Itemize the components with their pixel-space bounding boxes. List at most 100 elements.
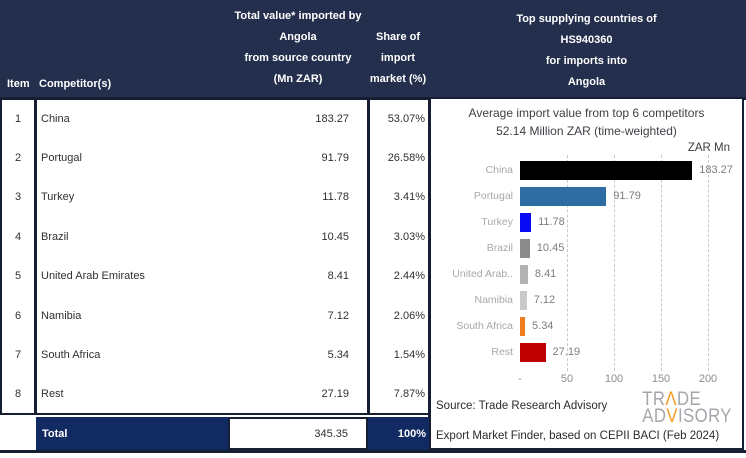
header-band: Item Competitor(s) Total value* imported… [0,0,746,97]
item-number: 5 [14,270,22,283]
bar-row: Portugal 91.79 [431,183,742,209]
divider [367,97,370,415]
bar-value-label: 27.19 [552,346,581,358]
source-line-2: Export Market Finder, based on CEPII BAC… [436,430,720,442]
bar-category-label: Namibia [474,294,513,306]
market-share: 3.03% [393,230,425,243]
market-share: 7.87% [393,388,425,401]
logo-v-icon: V [666,406,679,427]
chart-subtitle: 52.14 Million ZAR (time-weighted) [496,124,677,138]
bar-area: 91.79 [520,183,742,209]
bar-category-label: China [485,164,513,176]
competitor-name: China [41,112,70,125]
competitor-name: Rest [41,388,64,401]
market-share: 2.06% [393,309,425,322]
logo-caret-icon: Λ [665,389,678,410]
bar-area: 11.78 [520,209,742,235]
import-value: 5.34 [327,349,349,362]
import-value: 10.45 [321,230,349,243]
bar-category-label: Turkey [481,216,513,228]
col-header-competitors: Competitor(s) [39,78,112,90]
total-row-share: 100% [368,417,430,450]
bar-area: 27.19 [520,339,742,365]
bar-row: Brazil 10.45 [431,235,742,261]
bar-area: 5.34 [520,313,742,339]
chart-panel: Average import value from top 6 competit… [429,97,744,450]
bar-south-africa [520,316,526,336]
bar-area: 183.27 [520,157,742,183]
bar-row: Namibia 7.12 [431,287,742,313]
market-share: 2.44% [393,270,425,283]
divider [33,97,37,415]
table-row: 3 Turkey 11.78 3.41% [0,178,429,217]
x-tick-label: - [518,373,522,385]
import-value: 11.78 [322,191,349,204]
bar-row: United Arab.. 8.41 [431,261,742,287]
x-tick-label: 150 [651,373,671,385]
bar-united-arab [520,264,528,284]
col-header-share: Share of import market (%) [369,31,427,85]
bar-value-label: 7.12 [533,294,556,306]
trade-advisory-logo: TRΛDE ADVISORY [642,389,732,427]
bar-turkey [520,212,532,232]
bar-china [520,160,693,180]
item-number: 7 [14,349,22,362]
divider [0,412,430,415]
bar-value-label: 8.41 [534,268,557,280]
logo-line-1: TRΛDE [642,389,702,410]
bar-category-label: Brazil [486,242,513,254]
bar-category-label: Rest [491,346,513,358]
competitor-name: South Africa [41,349,101,362]
bar-brazil [520,238,530,258]
market-share: 26.58% [387,152,425,165]
bar-area: 10.45 [520,235,742,261]
bar-category-label: Portugal [473,190,513,202]
item-number: 2 [14,152,22,165]
bar-value-label: 5.34 [532,320,554,332]
bar-value-label: 91.79 [613,190,641,202]
table-row: 4 Brazil 10.45 3.03% [0,217,429,256]
table-row: 1 China 183.27 53.07% [0,99,429,138]
source-line-1: Source: Trade Research Advisory [436,400,608,412]
divider [0,97,2,415]
chart-title: Average import value from top 6 competit… [468,106,705,120]
bottom-border [0,450,746,453]
bar-category-label: United Arab.. [452,268,513,280]
total-row-value: 345.35 [228,417,368,450]
item-number: 4 [14,230,22,243]
import-value: 183.27 [315,112,349,125]
bar-area: 7.12 [520,287,742,313]
table-row: 8 Rest 27.19 7.87% [0,375,429,414]
x-tick-label: 100 [604,373,624,385]
table-row: 5 United Arab Emirates 8.41 2.44% [0,257,429,296]
market-share: 53.07% [387,112,425,125]
bar-namibia [520,290,527,310]
divider [0,97,746,100]
competitor-name: Brazil [41,230,69,243]
import-value: 91.79 [321,152,349,165]
competitor-name: Turkey [41,191,75,204]
col-header-total-value: Total value* imported by Angola from sou… [234,10,362,85]
competitor-table-body: 1 China 183.27 53.07% 2 Portugal 91.79 26.58% 3 T… [0,99,429,414]
import-value: 7.12 [327,309,349,322]
bar-row: China 183.27 [431,157,742,183]
item-number: 8 [14,388,22,401]
competitor-name: Portugal [41,152,82,165]
bar-value-label: 183.27 [699,164,733,176]
x-tick-label: 200 [698,373,718,385]
x-axis-ticks: - 50 100 150 200 [431,373,742,387]
competitor-name: Namibia [41,309,82,322]
col-header-item: Item [7,78,30,90]
bar-row: South Africa 5.34 [431,313,742,339]
import-value: 27.19 [321,388,349,401]
bar-rest [520,342,546,362]
logo-line-2: ADVISORY [642,406,732,427]
item-number: 1 [14,112,22,125]
bar-row: Turkey 11.78 [431,209,742,235]
table-row: 7 South Africa 5.34 1.54% [0,335,429,374]
bar-row: Rest 27.19 [431,339,742,365]
bar-area: 8.41 [520,261,742,287]
table-row: 2 Portugal 91.79 26.58% [0,138,429,177]
axis-unit-label: ZAR Mn [687,142,730,154]
